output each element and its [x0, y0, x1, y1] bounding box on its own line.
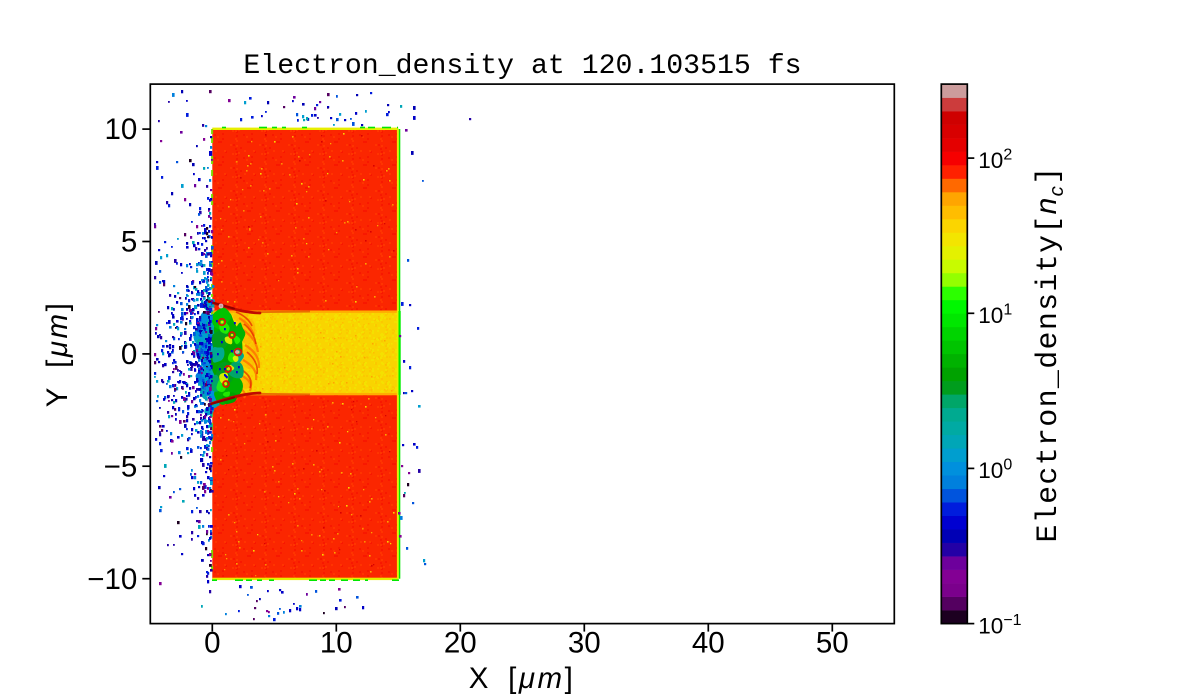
svg-text:Electron_density[nc]: Electron_density[nc] [1030, 165, 1068, 542]
svg-text:50: 50 [816, 627, 849, 660]
svg-text:Electron_density at 120.103515: Electron_density at 120.103515 fs [243, 51, 801, 82]
svg-text:20: 20 [444, 627, 477, 660]
svg-text:30: 30 [568, 627, 601, 660]
svg-text:0: 0 [204, 627, 220, 660]
svg-text:−10: −10 [87, 563, 137, 596]
svg-text:40: 40 [692, 627, 725, 660]
svg-text:10: 10 [104, 113, 137, 146]
svg-text:X [μm]: X [μm] [469, 662, 576, 695]
svg-text:5: 5 [121, 226, 137, 259]
svg-text:Y [μm]: Y [μm] [41, 301, 74, 408]
svg-text:−5: −5 [104, 450, 138, 483]
svg-text:10: 10 [320, 627, 353, 660]
svg-text:0: 0 [121, 338, 137, 371]
